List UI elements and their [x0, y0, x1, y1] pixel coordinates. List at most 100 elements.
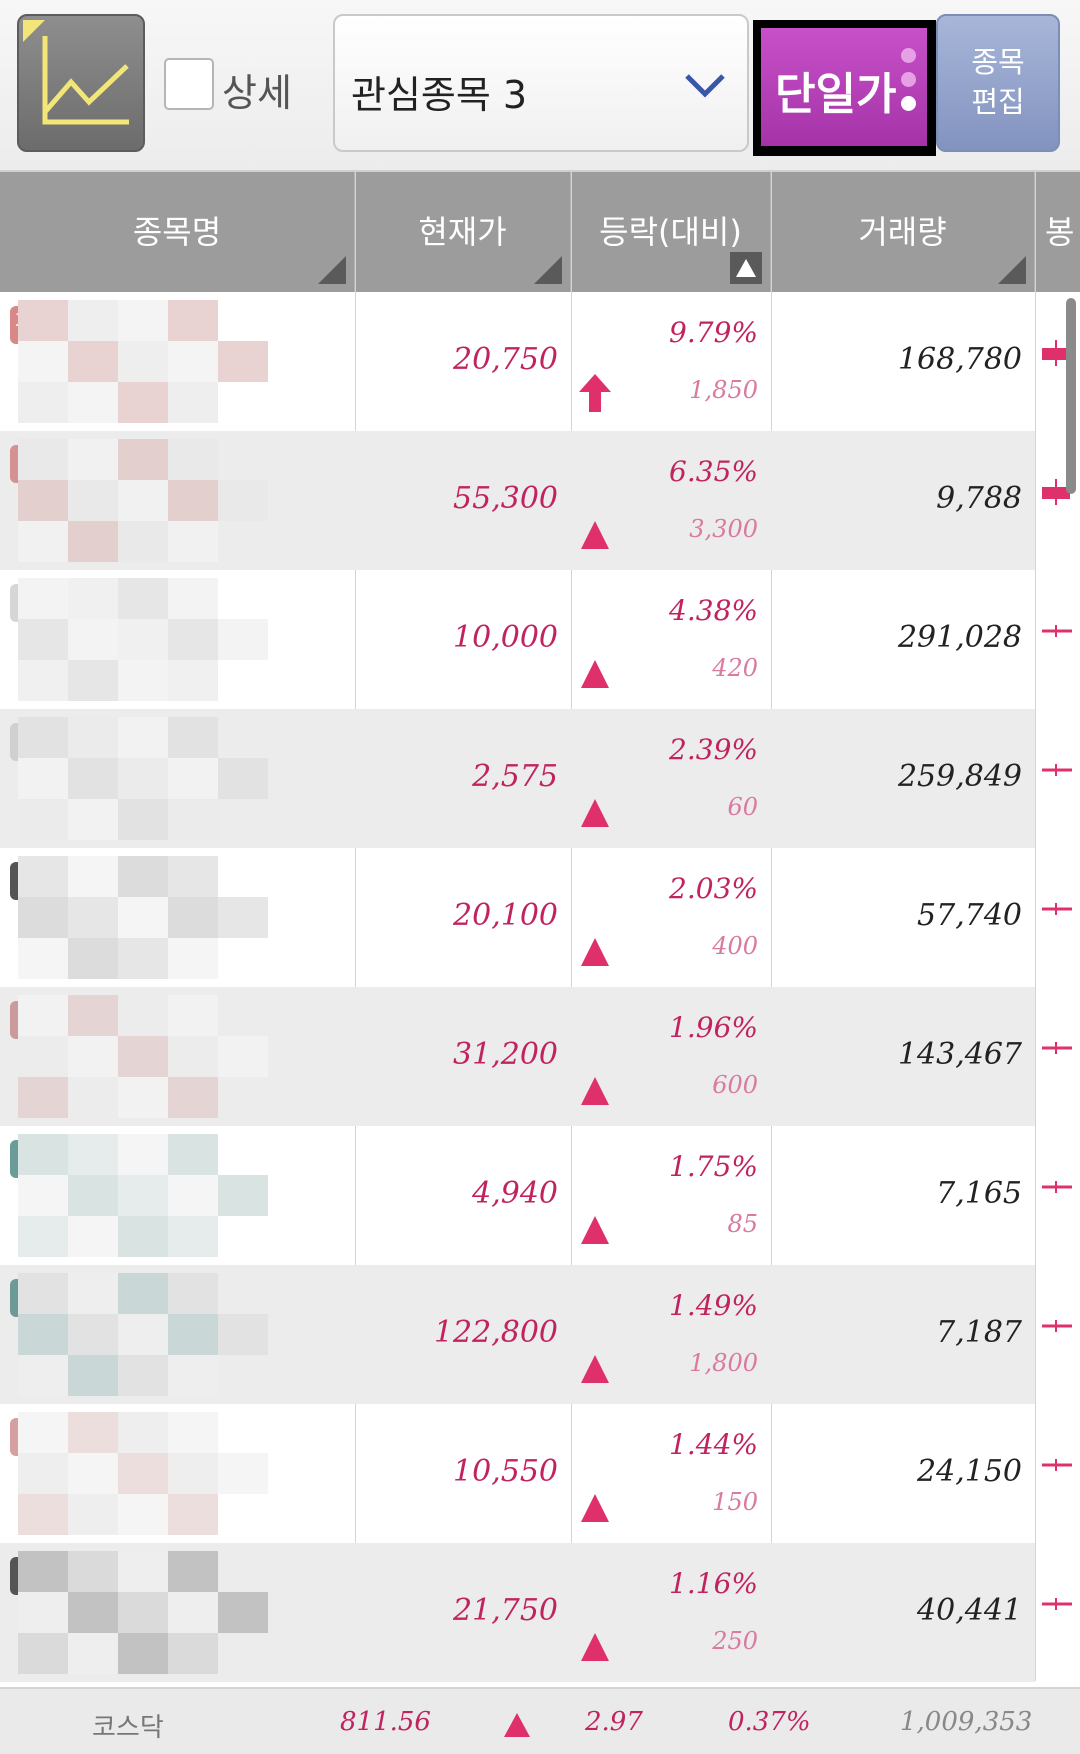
table-row[interactable]: 55,300 6.35% 3,300 9,788	[0, 431, 1035, 570]
mini-candle-icon	[1042, 1181, 1072, 1193]
table-row[interactable]: 31,200 1.96% 600 143,467	[0, 987, 1035, 1126]
up-triangle-icon	[581, 660, 609, 688]
stock-name-redacted	[18, 856, 270, 979]
column-header-change-label: 등락(대비)	[599, 213, 742, 251]
list-scrollbar[interactable]	[1066, 298, 1076, 494]
mini-candle-icon	[1042, 340, 1070, 366]
chart-view-button[interactable]	[17, 14, 145, 152]
table-row[interactable]: 10,000 4.38% 420 291,028	[0, 570, 1035, 709]
change-amount: 3,300	[689, 515, 758, 543]
mini-candle-icon	[1042, 764, 1072, 776]
column-divider	[571, 172, 572, 1681]
index-name: 코스닥	[92, 1713, 164, 1743]
mini-candle-icon	[1042, 479, 1070, 505]
table-row[interactable]: 2,575 2.39% 60 259,849	[0, 709, 1035, 848]
up-triangle-icon	[581, 1355, 609, 1383]
change-percent: 2.39%	[669, 733, 758, 766]
trade-volume: 291,028	[897, 620, 1022, 655]
stock-name-redacted	[18, 1134, 270, 1257]
trade-volume: 7,165	[936, 1176, 1022, 1211]
change-amount: 85	[727, 1210, 758, 1238]
change-percent: 2.03%	[669, 872, 758, 905]
change-amount: 600	[712, 1071, 758, 1099]
mini-candle-icon	[1042, 1598, 1072, 1610]
change-percent: 6.35%	[669, 455, 758, 488]
current-price: 10,550	[453, 1454, 558, 1489]
price-mode-button[interactable]: 단일가	[761, 28, 927, 146]
up-triangle-icon	[581, 1077, 609, 1105]
index-percent: 0.37%	[728, 1707, 811, 1737]
trade-volume: 24,150	[917, 1454, 1022, 1489]
column-header-volume[interactable]: 거래량	[771, 172, 1035, 292]
index-value: 811.56	[340, 1707, 431, 1737]
stock-name-redacted	[18, 300, 270, 423]
up-triangle-icon	[581, 938, 609, 966]
edit-stocks-label-1: 종목	[971, 45, 1025, 79]
change-percent: 1.16%	[669, 1567, 758, 1600]
change-percent: 1.96%	[669, 1011, 758, 1044]
sort-corner-icon	[534, 256, 562, 284]
mini-candle-icon	[1042, 625, 1072, 637]
top-toolbar: 상세 관심종목 3 단일가 종목 편집	[0, 0, 1080, 172]
change-amount: 250	[712, 1627, 758, 1655]
trade-volume: 143,467	[897, 1037, 1022, 1072]
column-header-price[interactable]: 현재가	[355, 172, 571, 292]
column-header-name[interactable]: 종목명	[0, 172, 355, 292]
current-price: 21,750	[453, 1593, 558, 1628]
stock-name-redacted	[18, 578, 270, 701]
limit-up-arrow-icon	[579, 374, 611, 412]
index-ticker-bar[interactable]: 코스닥 811.56 2.97 0.37% 1,009,353	[0, 1687, 1080, 1754]
change-percent: 9.79%	[669, 316, 758, 349]
table-header: 종목명 현재가 등락(대비) 거래량 봉	[0, 172, 1080, 292]
index-volume: 1,009,353	[900, 1707, 1033, 1737]
mini-candle-icon	[1042, 903, 1072, 915]
table-row[interactable]: 21,750 1.16% 250 40,441	[0, 1543, 1035, 1682]
stock-list: 거20,7509.79%1,850168,78055,3006.35%3,300…	[0, 292, 1080, 1682]
trade-volume: 259,849	[897, 759, 1022, 794]
up-triangle-icon	[581, 1216, 609, 1244]
line-chart-icon	[23, 20, 129, 125]
trade-volume: 40,441	[917, 1593, 1022, 1628]
trade-volume: 57,740	[917, 898, 1022, 933]
column-header-name-label: 종목명	[132, 213, 222, 251]
stock-name-redacted	[18, 1551, 270, 1674]
detail-checkbox[interactable]	[164, 58, 214, 110]
mini-candle-icon	[1042, 1459, 1072, 1471]
up-triangle-icon	[581, 799, 609, 827]
change-amount: 400	[712, 932, 758, 960]
column-header-price-label: 현재가	[418, 213, 507, 251]
watchlist-dropdown[interactable]: 관심종목 3	[333, 14, 749, 152]
trade-volume: 168,780	[897, 342, 1022, 377]
watchlist-selected-value: 관심종목 3	[351, 73, 528, 117]
change-amount: 1,800	[689, 1349, 758, 1377]
price-mode-label: 단일가	[775, 69, 897, 120]
change-amount: 420	[712, 654, 758, 682]
stock-name-redacted	[18, 995, 270, 1118]
table-row[interactable]: 4,940 1.75% 85 7,165	[0, 1126, 1035, 1265]
up-triangle-icon	[504, 1713, 530, 1737]
change-amount: 60	[727, 793, 758, 821]
current-price: 122,800	[433, 1315, 558, 1350]
change-percent: 1.75%	[669, 1150, 758, 1183]
column-header-change[interactable]: 등락(대비)	[571, 172, 771, 292]
change-percent: 1.44%	[669, 1428, 758, 1461]
up-triangle-icon	[581, 1633, 609, 1661]
mini-candle-icon	[1042, 1320, 1072, 1332]
current-price: 10,000	[453, 620, 558, 655]
stock-name-redacted	[18, 1273, 270, 1396]
column-header-candle[interactable]: 봉	[1035, 172, 1080, 292]
current-price: 31,200	[453, 1037, 558, 1072]
current-price: 4,940	[472, 1176, 558, 1211]
edit-stocks-button[interactable]: 종목 편집	[936, 14, 1060, 152]
table-row[interactable]: 10,550 1.44% 150 24,150	[0, 1404, 1035, 1543]
mini-candle-icon	[1042, 1042, 1072, 1054]
change-amount: 150	[712, 1488, 758, 1516]
column-divider	[355, 172, 356, 1681]
table-row[interactable]: 122,800 1.49% 1,800 7,187	[0, 1265, 1035, 1404]
table-row[interactable]: 20,100 2.03% 400 57,740	[0, 848, 1035, 987]
column-header-candle-label: 봉	[1045, 213, 1075, 251]
trade-volume: 7,187	[936, 1315, 1022, 1350]
sort-ascending-icon	[730, 252, 762, 284]
chevron-down-icon	[685, 74, 725, 98]
